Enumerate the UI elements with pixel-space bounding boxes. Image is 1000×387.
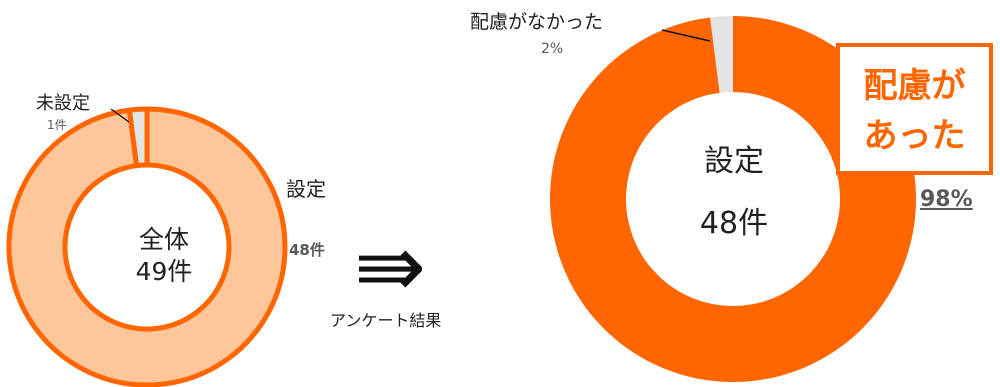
right-slice-main [550,16,917,382]
right-center-label: 設定 [704,144,764,179]
left-slice-main [6,106,288,387]
set-label: 設定 [286,177,326,201]
unset-leader-line [110,108,130,123]
consider-callout: 配慮が あった [836,43,993,175]
consider-pct: 98% [920,187,973,212]
no-consider-pct: 2% [541,41,564,57]
no-consider-leader-line [661,29,711,42]
left-center-count: 49件 [135,257,193,286]
unset-count: 1件 [47,118,67,132]
right-slice-minor [710,16,733,93]
right-center-count: 48件 [699,206,769,241]
set-count: 48件 [289,241,325,259]
unset-label: 未設定 [36,93,90,114]
left-center-label: 全体 [138,225,189,254]
consider-label-line2: あった [863,116,966,156]
double-right-arrow-icon: ⇛ [354,217,427,317]
no-consider-label: 配慮がなかった [470,11,604,33]
consider-label-line1: 配慮が [863,66,966,106]
arrow-caption: アンケート結果 [330,311,442,330]
